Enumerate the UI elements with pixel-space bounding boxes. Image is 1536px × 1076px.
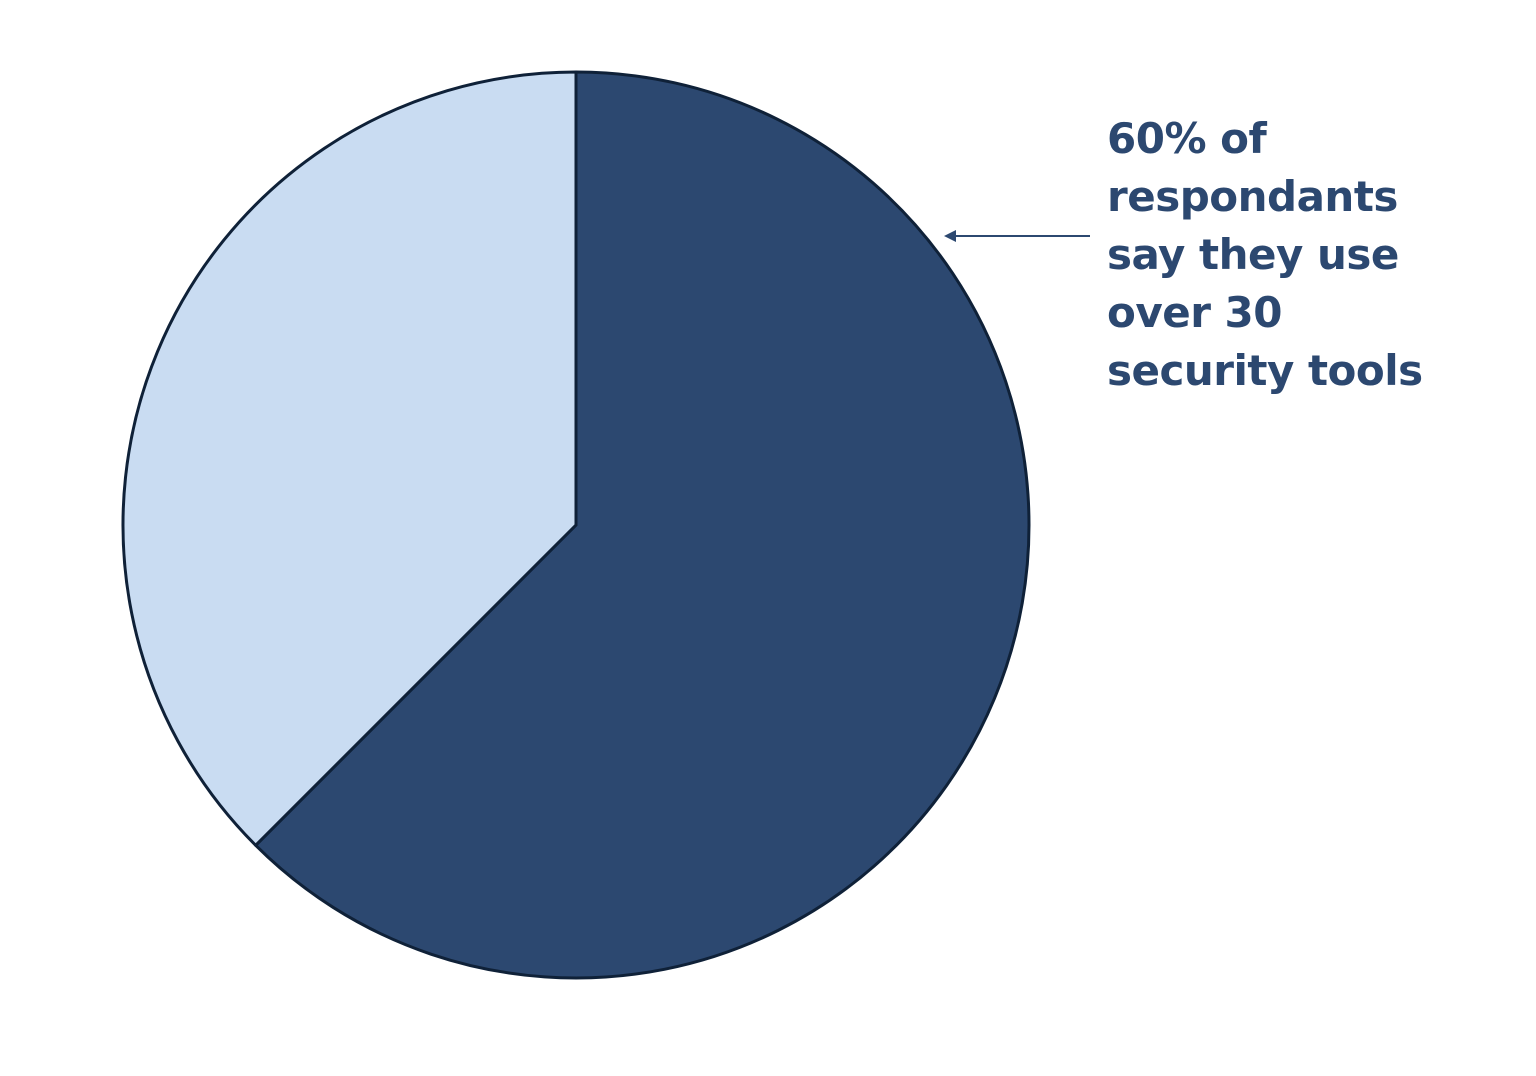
annotation-arrow-head (944, 230, 956, 242)
pie-slices (121, 70, 1031, 980)
annotation-line: respondants (1107, 172, 1398, 221)
annotation-line: security tools (1107, 346, 1423, 395)
annotation-line: 60% of (1107, 114, 1267, 163)
annotation-text: 60% of respondants say they use over 30 … (1107, 110, 1527, 400)
annotation-line: over 30 (1107, 288, 1283, 337)
pie-slice-0 (254, 70, 1031, 980)
annotation-line: say they use (1107, 230, 1399, 279)
annotation-arrow (944, 230, 1090, 242)
pie-slice-1 (121, 70, 578, 847)
